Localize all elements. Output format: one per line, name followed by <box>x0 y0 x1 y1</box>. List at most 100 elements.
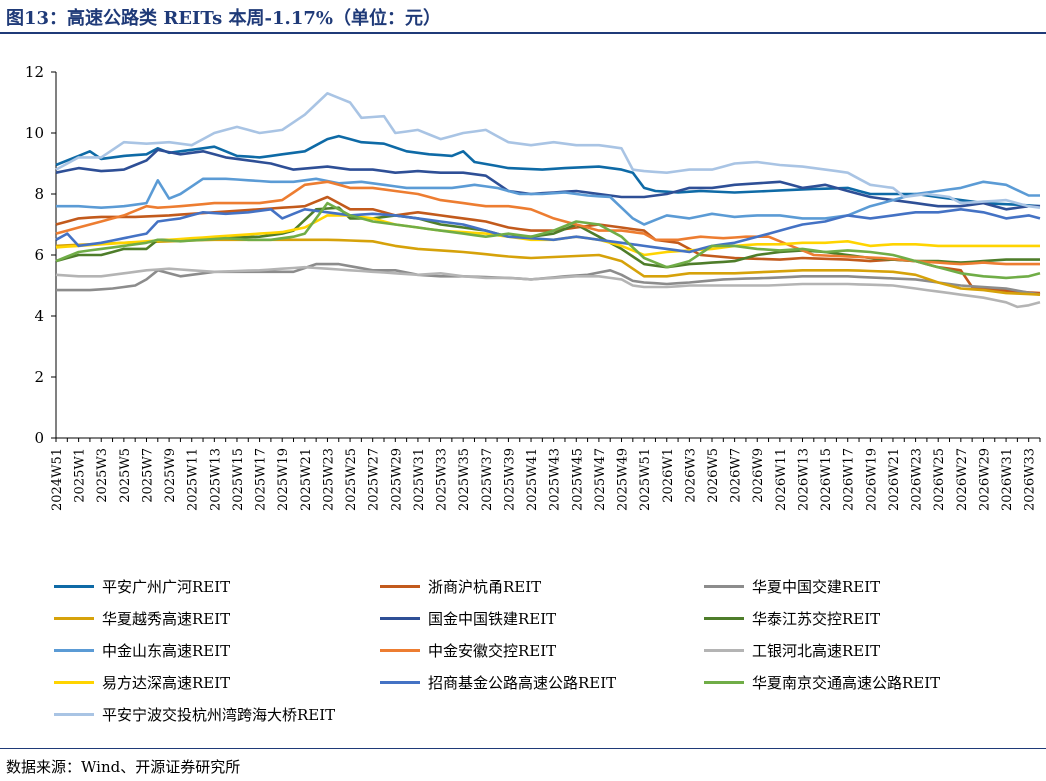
x-tick-label: 2025W23 <box>321 448 336 511</box>
legend-item: 工银河北高速REIT <box>704 638 880 662</box>
x-tick-label: 2025W9 <box>163 448 178 503</box>
series-line <box>55 180 1040 266</box>
x-tick-label: 2025W25 <box>344 448 359 511</box>
legend-label: 招商基金公路高速公路REIT <box>428 673 617 692</box>
x-tick-label: 2025W49 <box>616 448 631 511</box>
legend-item: 国金中国铁建REIT <box>380 606 556 630</box>
x-tick-label: 2025W3 <box>95 448 110 503</box>
x-tick-label: 2025W45 <box>570 448 585 511</box>
legend-swatch <box>704 648 744 652</box>
legend-label: 浙商沪杭甬REIT <box>428 577 542 596</box>
legend-item: 平安宁波交投杭州湾跨海大桥REIT <box>54 702 335 726</box>
x-tick-label: 2026W29 <box>977 448 992 511</box>
x-tick-label: 2025W27 <box>367 448 382 511</box>
x-tick-label: 2026W15 <box>819 448 834 511</box>
legend-label: 易方达深高速REIT <box>102 673 231 692</box>
series-line <box>55 134 1041 208</box>
x-tick-label: 2025W21 <box>299 448 314 511</box>
x-tick-label: 2025W35 <box>457 448 472 511</box>
legend-label: 华泰江苏交控REIT <box>752 609 881 628</box>
x-tick-label: 2025W7 <box>140 448 155 503</box>
data-source-note: 数据来源：Wind、开源证券研究所 <box>6 758 241 776</box>
x-tick-label: 2026W17 <box>842 448 857 511</box>
x-tick-label: 2025W43 <box>548 448 563 511</box>
x-tick-label: 2025W5 <box>118 448 133 503</box>
y-tick-label: 8 <box>34 185 44 203</box>
x-tick-label: 2024W51 <box>50 448 65 511</box>
x-tick-label: 2025W13 <box>208 448 223 511</box>
legend-item: 华泰江苏交控REIT <box>704 606 880 630</box>
legend-swatch <box>380 616 420 620</box>
legend-swatch <box>54 616 94 620</box>
y-tick-label: 10 <box>25 124 44 142</box>
legend-swatch <box>704 680 744 684</box>
x-tick-label: 2026W13 <box>796 448 811 511</box>
x-tick-label: 2026W19 <box>864 448 879 511</box>
x-tick-label: 2026W27 <box>955 448 970 511</box>
x-tick-label: 2026W21 <box>887 448 902 511</box>
legend-swatch <box>380 584 420 588</box>
legend-swatch <box>380 648 420 652</box>
series-lines <box>55 91 1041 309</box>
series-line <box>55 201 1041 280</box>
y-tick-label: 4 <box>34 307 44 325</box>
legend-item: 平安广州广河REIT <box>54 574 230 598</box>
y-tick-label: 12 <box>25 63 44 81</box>
legend-item: 中金山东高速REIT <box>54 638 230 662</box>
series-line <box>56 177 1040 226</box>
legend-swatch <box>54 712 94 716</box>
legend-item: 华夏南京交通高速公路REIT <box>704 670 940 694</box>
x-tick-label: 2025W17 <box>254 448 269 511</box>
legend-label: 国金中国铁建REIT <box>428 609 557 628</box>
chart-title: 图13：高速公路类 REITs 本周-1.17%（单位：元） <box>6 8 441 29</box>
legend-label: 中金安徽交控REIT <box>428 641 557 660</box>
legend-label: 华夏中国交建REIT <box>752 577 881 596</box>
x-tick-label: 2026W5 <box>706 448 721 503</box>
legend-swatch <box>54 680 94 684</box>
y-axis: 0 2 4 6 8 10 12 <box>25 63 57 447</box>
x-tick-label: 2026W7 <box>729 448 744 503</box>
y-tick-label: 6 <box>34 246 44 264</box>
legend-swatch <box>704 584 744 588</box>
x-tick-label: 2026W9 <box>751 448 766 503</box>
y-tick-label: 2 <box>34 368 44 386</box>
x-tick-label: 2025W11 <box>186 448 201 511</box>
x-tick-label: 2025W1 <box>73 448 88 503</box>
legend-item: 华夏越秀高速REIT <box>54 606 230 630</box>
series-line <box>55 265 1041 309</box>
series-line <box>55 195 1041 295</box>
x-tick-label: 2025W29 <box>389 448 404 511</box>
series-line <box>55 91 1041 209</box>
legend-label: 工银河北高速REIT <box>752 641 881 660</box>
series-line <box>55 208 1041 254</box>
legend-swatch <box>704 616 744 620</box>
x-tick-label: 2025W19 <box>276 448 291 511</box>
x-tick-label: 2025W31 <box>412 448 427 511</box>
legend-label: 华夏越秀高速REIT <box>102 609 231 628</box>
x-tick-label: 2026W1 <box>661 448 676 503</box>
legend-item: 浙商沪杭甬REIT <box>380 574 541 598</box>
x-tick-label: 2026W31 <box>1000 448 1015 511</box>
x-tick-label: 2025W37 <box>480 448 495 511</box>
x-tick-label: 2026W3 <box>683 448 698 503</box>
x-axis: 2024W51 2025W1 2025W3 2025W5 2025W7 2025W9 202… <box>50 437 1041 511</box>
x-tick-label: 2026W33 <box>1023 448 1038 511</box>
legend-item: 华夏中国交建REIT <box>704 574 880 598</box>
legend-label: 平安宁波交投杭州湾跨海大桥REIT <box>102 705 336 724</box>
legend-label: 华夏南京交通高速公路REIT <box>752 673 941 692</box>
legend-swatch <box>54 648 94 652</box>
legend-item: 中金安徽交控REIT <box>380 638 556 662</box>
x-tick-label: 2025W41 <box>525 448 540 511</box>
line-chart: 0 2 4 6 8 10 12 2024W51 2025W1 2025W3 2025W5 2025W… <box>25 63 1041 511</box>
legend-label: 中金山东高速REIT <box>102 641 231 660</box>
x-tick-label: 2026W11 <box>774 448 789 511</box>
source-rule <box>0 748 1046 749</box>
title-rule <box>0 32 1046 34</box>
legend-item: 易方达深高速REIT <box>54 670 230 694</box>
x-tick-label: 2025W33 <box>435 448 450 511</box>
legend-item: 招商基金公路高速公路REIT <box>380 670 616 694</box>
legend-swatch <box>380 680 420 684</box>
legend-swatch <box>54 584 94 588</box>
x-tick-label: 2025W47 <box>593 448 608 511</box>
x-tick-label: 2025W39 <box>502 448 517 511</box>
